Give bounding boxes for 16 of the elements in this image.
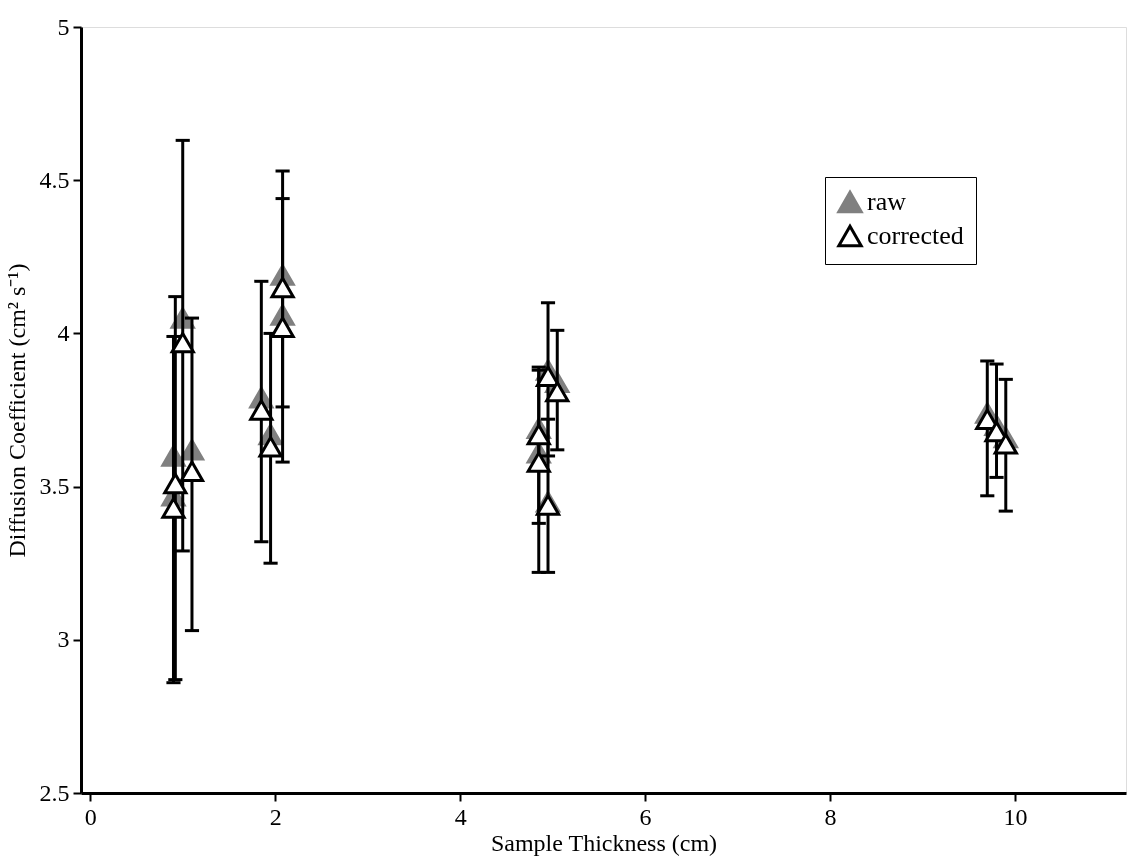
x-axis-title: Sample Thickness (cm) <box>490 829 718 856</box>
y-axis-title: Diffusion Coefficient (cm² s⁻¹) <box>3 263 30 558</box>
x-tick-label: 2 <box>269 803 282 830</box>
y-tick-label: 3 <box>57 626 70 653</box>
x-tick-label: 0 <box>84 803 97 830</box>
legend-label: raw <box>867 187 907 216</box>
y-tick-label: 3.5 <box>39 473 70 500</box>
y-tick-label: 2.5 <box>39 779 70 806</box>
x-tick-label: 4 <box>454 803 467 830</box>
x-tick-label: 6 <box>639 803 652 830</box>
x-tick-label: 8 <box>824 803 837 830</box>
x-tick-label: 10 <box>1003 803 1028 830</box>
legend-label: corrected <box>867 221 964 250</box>
y-tick-label: 4.5 <box>39 166 70 193</box>
y-tick-label: 5 <box>57 13 70 40</box>
y-tick-label: 4 <box>57 319 70 346</box>
